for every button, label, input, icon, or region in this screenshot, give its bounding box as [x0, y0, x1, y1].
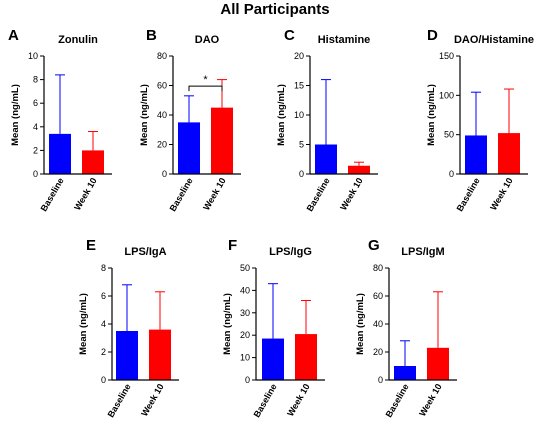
x-tick-label: Week 10 — [72, 176, 99, 212]
panel-letter-f: F — [228, 237, 237, 254]
y-tick-label: 8 — [101, 263, 106, 273]
y-tick-label: 4 — [101, 319, 106, 329]
y-tick-label: 60 — [373, 291, 383, 301]
panel-letter-g: G — [368, 237, 380, 254]
panel-title-e: LPS/IgA — [124, 246, 166, 258]
y-tick-label: 15 — [294, 81, 304, 91]
y-axis-label: Mean (ng/mL) — [10, 84, 21, 146]
y-tick-label: 2 — [33, 145, 38, 155]
y-tick-label: 8 — [33, 75, 38, 85]
y-tick-label: 10 — [28, 51, 38, 61]
x-tick-label: Baseline — [305, 176, 332, 213]
y-tick-label: 100 — [439, 90, 454, 100]
bar-week10 — [348, 165, 370, 174]
y-tick-label: 0 — [101, 375, 106, 385]
y-tick-label: 40 — [240, 285, 250, 295]
y-tick-label: 0 — [162, 169, 167, 179]
y-axis-label: Mean (ng/mL) — [355, 293, 366, 355]
panel-title-d: DAO/Histamine — [454, 34, 534, 46]
y-tick-label: 0 — [245, 375, 250, 385]
significance-bracket — [188, 85, 223, 92]
bar-baseline — [116, 331, 138, 380]
y-tick-label: 40 — [373, 319, 383, 329]
x-tick-label: Baseline — [252, 382, 279, 419]
y-axis-label: Mean (ng/mL) — [276, 84, 287, 146]
y-tick-label: 0 — [33, 169, 38, 179]
y-tick-label: 80 — [373, 263, 383, 273]
bar-week10 — [149, 329, 171, 380]
bar-baseline — [178, 122, 200, 174]
y-tick-label: 10 — [240, 353, 250, 363]
y-tick-label: 0 — [378, 375, 383, 385]
panel-letter-a: A — [8, 27, 19, 44]
bar-baseline — [394, 366, 416, 380]
y-tick-label: 6 — [101, 291, 106, 301]
y-tick-label: 4 — [33, 122, 38, 132]
y-axis-label: Mean (ng/mL) — [139, 84, 150, 146]
y-tick-label: 50 — [240, 263, 250, 273]
bar-baseline — [262, 338, 284, 380]
y-tick-label: 0 — [299, 169, 304, 179]
x-tick-label: Baseline — [384, 382, 411, 419]
x-tick-label: Week 10 — [417, 382, 444, 418]
bar-week10 — [82, 150, 104, 174]
y-axis-label: Mean (ng/mL) — [222, 293, 233, 355]
x-tick-label: Baseline — [168, 176, 195, 213]
bar-baseline — [465, 135, 487, 174]
x-tick-label: Baseline — [106, 382, 133, 419]
y-tick-label: 150 — [439, 51, 454, 61]
x-tick-label: Week 10 — [139, 382, 166, 418]
y-tick-label: 60 — [157, 81, 167, 91]
x-tick-label: Week 10 — [201, 176, 228, 212]
y-axis-label: Mean (ng/mL) — [78, 293, 89, 355]
bar-week10 — [498, 133, 520, 174]
panel-title-f: LPS/IgG — [269, 246, 312, 258]
y-tick-label: 50 — [444, 130, 454, 140]
panel-title-g: LPS/IgM — [401, 246, 444, 258]
y-tick-label: 2 — [101, 347, 106, 357]
x-tick-label: Week 10 — [285, 382, 312, 418]
bar-week10 — [211, 107, 233, 174]
y-tick-label: 0 — [449, 169, 454, 179]
x-tick-label: Week 10 — [488, 176, 515, 212]
y-tick-label: 10 — [294, 110, 304, 120]
panel-title-c: Histamine — [318, 34, 371, 46]
y-tick-label: 20 — [157, 140, 167, 150]
panel-letter-b: B — [146, 27, 157, 44]
panel-letter-d: D — [427, 27, 438, 44]
y-tick-label: 5 — [299, 140, 304, 150]
bar-baseline — [315, 144, 337, 174]
y-tick-label: 40 — [157, 110, 167, 120]
x-tick-label: Week 10 — [338, 176, 365, 212]
y-tick-label: 20 — [294, 51, 304, 61]
y-tick-label: 20 — [240, 330, 250, 340]
panel-letter-c: C — [284, 27, 295, 44]
significance-marker: * — [203, 74, 208, 86]
bar-week10 — [295, 334, 317, 380]
x-tick-label: Baseline — [455, 176, 482, 213]
panel-title-a: Zonulin — [58, 34, 98, 46]
x-tick-label: Baseline — [39, 176, 66, 213]
panel-title-b: DAO — [195, 34, 220, 46]
y-tick-label: 30 — [240, 308, 250, 318]
panel-letter-e: E — [86, 237, 96, 254]
y-tick-label: 20 — [373, 347, 383, 357]
figure-title: All Participants — [220, 1, 330, 18]
y-tick-label: 80 — [157, 51, 167, 61]
bar-baseline — [49, 133, 71, 174]
y-axis-label: Mean (ng/mL) — [426, 84, 437, 146]
y-tick-label: 6 — [33, 98, 38, 108]
bar-week10 — [427, 347, 449, 380]
